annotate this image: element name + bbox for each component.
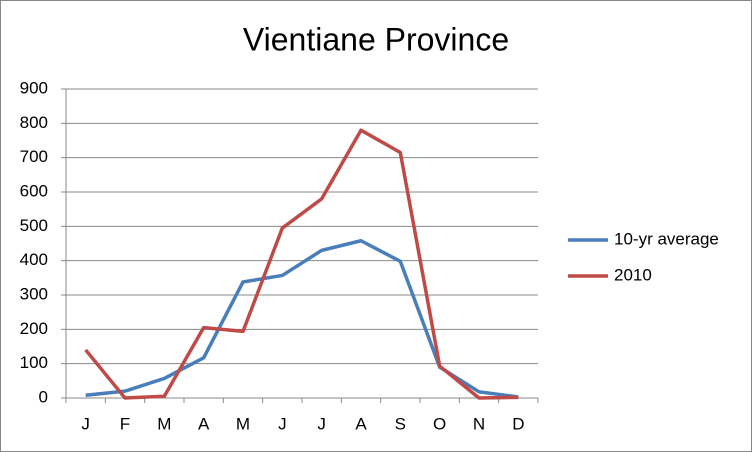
y-tick-label: 300 <box>20 284 48 303</box>
x-tick-label: J <box>81 414 90 433</box>
x-tick-label: J <box>317 414 326 433</box>
y-tick-label: 200 <box>20 319 48 338</box>
y-tick-label: 700 <box>20 147 48 166</box>
legend-label: 2010 <box>614 265 652 284</box>
x-tick-label: S <box>395 414 406 433</box>
y-tick-label: 600 <box>20 181 48 200</box>
chart-title: Vientiane Province <box>243 21 509 57</box>
x-tick-label: M <box>157 414 171 433</box>
x-tick-label: J <box>278 414 287 433</box>
x-tick-label: A <box>198 414 210 433</box>
x-tick-label: M <box>236 414 250 433</box>
x-tick-label: N <box>473 414 485 433</box>
y-tick-label: 500 <box>20 216 48 235</box>
y-tick-label: 400 <box>20 250 48 269</box>
x-tick-label: D <box>512 414 524 433</box>
x-tick-label: F <box>120 414 130 433</box>
y-tick-label: 0 <box>39 387 48 406</box>
y-tick-label: 100 <box>20 353 48 372</box>
legend-label: 10-yr average <box>614 229 719 248</box>
x-tick-label: O <box>433 414 446 433</box>
x-tick-label: A <box>355 414 367 433</box>
series-line <box>84 128 519 400</box>
y-tick-label: 800 <box>20 113 48 132</box>
y-tick-label: 900 <box>20 78 48 97</box>
